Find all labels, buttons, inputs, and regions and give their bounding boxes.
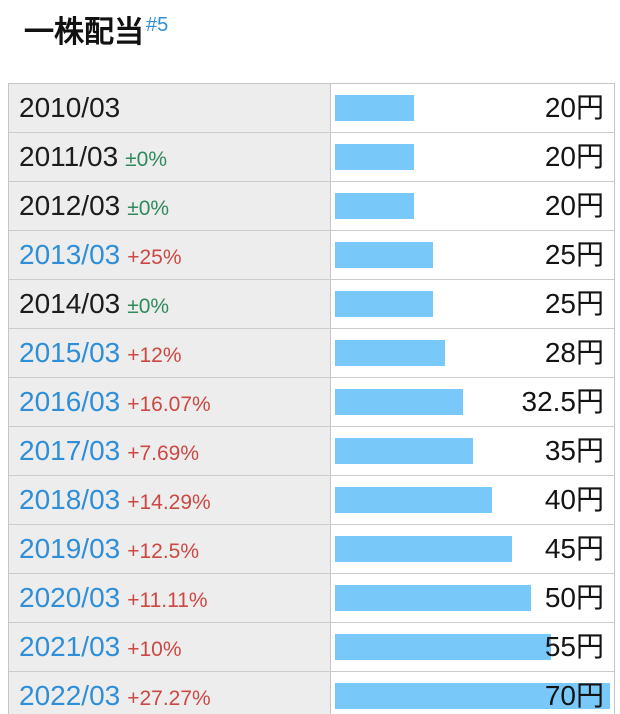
table-row: 2013/03 +25% 25円 <box>9 230 614 279</box>
change-badge: +11.11% <box>127 589 208 612</box>
change-badge: +7.69% <box>127 442 200 465</box>
year-cell: 2012/03 ±0% <box>9 182 331 230</box>
value-label: 40円 <box>544 484 604 515</box>
year-label[interactable]: 2021/03 <box>19 631 121 662</box>
value-cell: 70円 <box>331 672 614 714</box>
year-cell: 2018/03 +14.29% <box>9 476 331 524</box>
dividend-bar <box>335 634 552 660</box>
year-label: 2012/03 <box>19 190 121 221</box>
dividend-bar <box>335 487 493 513</box>
year-label[interactable]: 2022/03 <box>19 680 121 711</box>
table-row: 2011/03 ±0% 20円 <box>9 132 614 181</box>
value-label: 20円 <box>544 141 604 172</box>
dividend-bar <box>335 340 445 366</box>
value-label: 45円 <box>544 533 604 564</box>
value-label: 20円 <box>544 92 604 123</box>
change-badge: +14.29% <box>127 491 211 514</box>
dividend-bar <box>335 438 473 464</box>
value-cell: 20円 <box>331 133 614 181</box>
dividend-bar <box>335 536 512 562</box>
table-row: 2020/03 +11.11% 50円 <box>9 573 614 622</box>
table-row: 2010/03 20円 <box>9 84 614 132</box>
year-cell: 2019/03 +12.5% <box>9 525 331 573</box>
table-row: 2015/03 +12% 28円 <box>9 328 614 377</box>
year-cell: 2020/03 +11.11% <box>9 574 331 622</box>
table-row: 2018/03 +14.29% 40円 <box>9 475 614 524</box>
value-cell: 55円 <box>331 623 614 671</box>
dividend-bar <box>335 95 414 121</box>
year-label[interactable]: 2019/03 <box>19 533 121 564</box>
change-badge: +12% <box>127 344 182 367</box>
table-row: 2012/03 ±0% 20円 <box>9 181 614 230</box>
value-cell: 25円 <box>331 231 614 279</box>
dividend-bar <box>335 144 414 170</box>
dividend-bar <box>335 193 414 219</box>
year-cell: 2021/03 +10% <box>9 623 331 671</box>
dividend-bar <box>335 389 463 415</box>
year-label[interactable]: 2017/03 <box>19 435 121 466</box>
value-cell: 45円 <box>331 525 614 573</box>
year-cell: 2011/03 ±0% <box>9 133 331 181</box>
section-anchor-link[interactable]: #5 <box>146 14 169 36</box>
value-cell: 28円 <box>331 329 614 377</box>
table-row: 2017/03 +7.69% 35円 <box>9 426 614 475</box>
year-cell: 2013/03 +25% <box>9 231 331 279</box>
value-cell: 25円 <box>331 280 614 328</box>
value-label: 70円 <box>544 680 604 711</box>
change-badge: +25% <box>127 246 182 269</box>
value-label: 32.5円 <box>521 386 605 417</box>
value-cell: 40円 <box>331 476 614 524</box>
year-label[interactable]: 2016/03 <box>19 386 121 417</box>
value-label: 35円 <box>544 435 604 466</box>
year-cell: 2022/03 +27.27% <box>9 672 331 714</box>
year-label[interactable]: 2020/03 <box>19 582 121 613</box>
table-row: 2014/03 ±0% 25円 <box>9 279 614 328</box>
table-row: 2022/03 +27.27% 70円 <box>9 671 614 714</box>
value-label: 55円 <box>544 631 604 662</box>
year-label: 2014/03 <box>19 288 121 319</box>
change-badge: +10% <box>127 638 182 661</box>
value-cell: 20円 <box>331 182 614 230</box>
dividend-bar <box>335 291 434 317</box>
year-label[interactable]: 2018/03 <box>19 484 121 515</box>
dividend-bar <box>335 242 434 268</box>
year-cell: 2017/03 +7.69% <box>9 427 331 475</box>
year-label[interactable]: 2015/03 <box>19 337 121 368</box>
change-badge: ±0% <box>127 197 170 220</box>
year-label[interactable]: 2013/03 <box>19 239 121 270</box>
table-row: 2019/03 +12.5% 45円 <box>9 524 614 573</box>
change-badge: ±0% <box>125 148 168 171</box>
year-cell: 2010/03 <box>9 84 331 132</box>
change-badge: +16.07% <box>127 393 211 416</box>
value-cell: 50円 <box>331 574 614 622</box>
dividend-bar <box>335 683 610 709</box>
year-cell: 2016/03 +16.07% <box>9 378 331 426</box>
change-badge: +12.5% <box>127 540 200 563</box>
table-row: 2021/03 +10% 55円 <box>9 622 614 671</box>
value-cell: 32.5円 <box>331 378 614 426</box>
year-label: 2010/03 <box>19 92 121 123</box>
change-badge: ±0% <box>127 295 170 318</box>
value-cell: 20円 <box>331 84 614 132</box>
change-badge: +27.27% <box>127 687 211 710</box>
table-row: 2016/03 +16.07% 32.5円 <box>9 377 614 426</box>
value-label: 20円 <box>544 190 604 221</box>
value-label: 28円 <box>544 337 604 368</box>
year-label: 2011/03 <box>19 141 119 172</box>
year-cell: 2015/03 +12% <box>9 329 331 377</box>
page-title-text: 一株配当 <box>24 16 144 49</box>
value-cell: 35円 <box>331 427 614 475</box>
value-label: 25円 <box>544 288 604 319</box>
dividend-table: 2010/03 20円 2011/03 ±0% 20円 2012/03 ±0% 20… <box>8 83 615 714</box>
value-label: 50円 <box>544 582 604 613</box>
dividend-bar <box>335 585 532 611</box>
year-cell: 2014/03 ±0% <box>9 280 331 328</box>
value-label: 25円 <box>544 239 604 270</box>
page-title: 一株配当 #5 <box>24 7 620 51</box>
